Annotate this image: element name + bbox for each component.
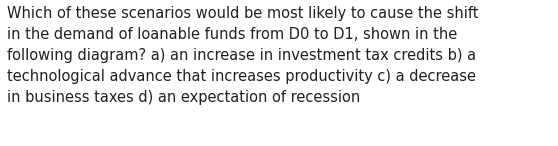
Text: Which of these scenarios would be most likely to cause the shift
in the demand o: Which of these scenarios would be most l… [7, 6, 479, 105]
